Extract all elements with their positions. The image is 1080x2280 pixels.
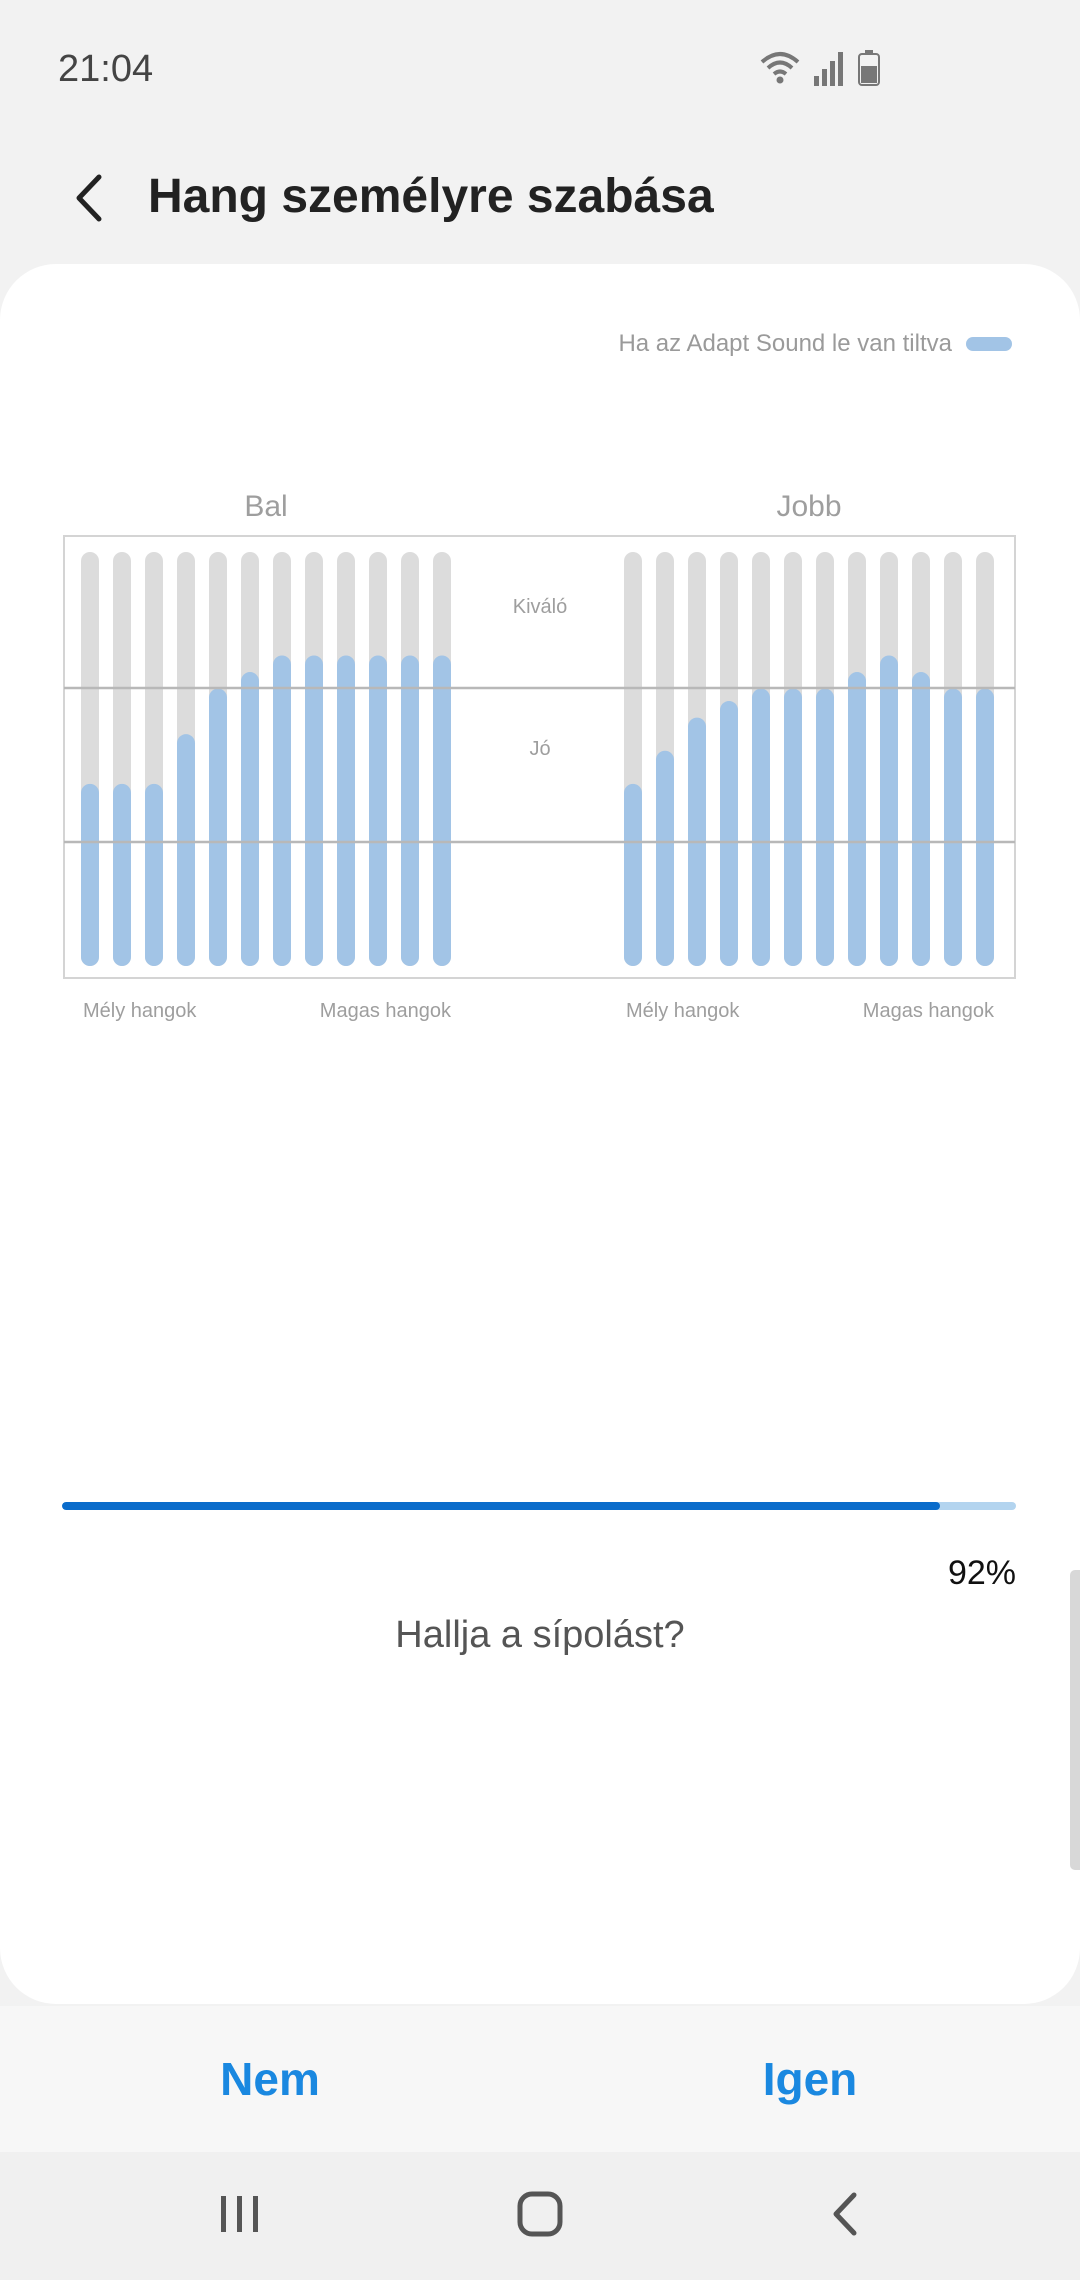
bar <box>944 688 962 966</box>
back-icon <box>830 2191 860 2242</box>
bar <box>976 688 994 966</box>
bar <box>784 688 802 966</box>
bar <box>81 783 99 966</box>
chart-title-right: Jobb <box>776 494 841 523</box>
bar <box>912 672 930 966</box>
bar <box>241 672 259 966</box>
bar <box>433 655 451 966</box>
bar <box>624 783 642 966</box>
scroll-handle[interactable] <box>1070 1570 1080 1870</box>
signal-icon <box>814 52 844 91</box>
bar <box>209 688 227 966</box>
page-title: Hang személyre szabása <box>148 170 714 223</box>
bar <box>305 655 323 966</box>
x-label-high: Magas hangok <box>320 1000 452 1022</box>
x-label-high: Magas hangok <box>863 1000 995 1022</box>
home-button[interactable] <box>460 2152 620 2280</box>
bar <box>177 734 195 966</box>
bar <box>145 783 163 966</box>
bar <box>369 655 387 966</box>
x-label-low: Mély hangok <box>83 1000 197 1022</box>
status-time: 21:04 <box>58 48 154 90</box>
progress-percent: 92% <box>947 1554 1016 1592</box>
band-label-excellent: Kiváló <box>513 596 567 618</box>
progress-bar <box>62 1502 1016 1510</box>
progress-fill <box>62 1502 940 1510</box>
bar <box>720 701 738 966</box>
band-label-good: Jó <box>529 738 550 760</box>
back-arrow-icon <box>71 173 105 228</box>
x-label-low: Mély hangok <box>626 1000 740 1022</box>
recents-icon <box>219 2194 261 2239</box>
hearing-chart: Bal Mély hangok Magas hangok Jobb Mély hango… <box>63 494 1016 1022</box>
wifi-icon <box>760 50 800 91</box>
recents-button[interactable] <box>160 2152 320 2280</box>
bar <box>113 783 131 966</box>
no-button[interactable]: Nem <box>220 2053 320 2105</box>
chart-title-left: Bal <box>244 494 287 523</box>
bar <box>880 655 898 966</box>
answer-bar: Nem Igen <box>0 2006 1080 2152</box>
bar <box>848 672 866 966</box>
yes-button[interactable]: Igen <box>762 2053 858 2105</box>
status-bar: 21:04 <box>0 0 1080 140</box>
app-bar: Hang személyre szabása <box>0 140 1080 260</box>
bar <box>656 750 674 966</box>
status-icons <box>760 50 880 91</box>
legend-swatch <box>966 337 1012 351</box>
back-button[interactable] <box>48 160 128 240</box>
bar <box>816 688 834 966</box>
question-text: Hallja a sípolást? <box>395 1614 685 1656</box>
content-card: Ha az Adapt Sound le van tiltva Bal Mély … <box>0 264 1080 2004</box>
bar <box>273 655 291 966</box>
bar <box>752 688 770 966</box>
navigation-bar <box>0 2152 1080 2280</box>
battery-icon <box>858 50 880 91</box>
home-icon <box>517 2191 563 2242</box>
back-nav-button[interactable] <box>765 2152 925 2280</box>
chart-frame <box>63 535 1016 979</box>
bar <box>337 655 355 966</box>
legend-label: Ha az Adapt Sound le van tiltva <box>618 330 952 357</box>
bar <box>401 655 419 966</box>
legend: Ha az Adapt Sound le van tiltva <box>618 330 1012 358</box>
